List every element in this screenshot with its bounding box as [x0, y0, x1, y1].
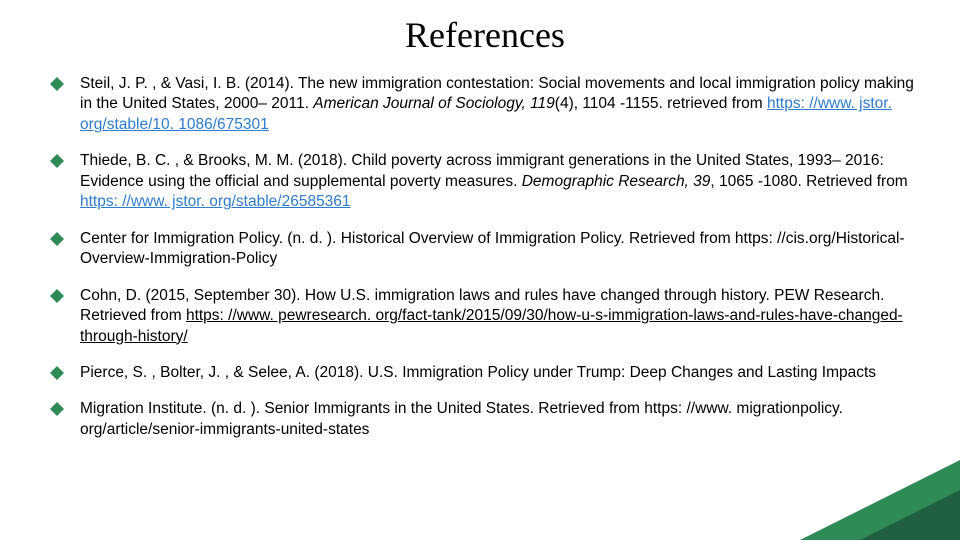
slide-container: References Steil, J. P. , & Vasi, I. B. … — [0, 0, 960, 540]
reference-item: Cohn, D. (2015, September 30). How U.S. … — [50, 286, 920, 347]
diamond-bullet-icon — [50, 366, 66, 382]
reference-item: Steil, J. P. , & Vasi, I. B. (2014). The… — [50, 74, 920, 135]
reference-text: Migration Institute. (n. d. ). Senior Im… — [80, 399, 920, 440]
diamond-bullet-icon — [50, 77, 66, 93]
diamond-bullet-icon — [50, 289, 66, 305]
diamond-bullet-icon — [50, 154, 66, 170]
ref-link[interactable]: https: //www. pewresearch. org/fact-tank… — [80, 307, 903, 344]
ref-pre: Center for Immigration Policy. (n. d. ).… — [80, 230, 905, 267]
diamond-bullet-icon — [50, 402, 66, 418]
reference-text: Steil, J. P. , & Vasi, I. B. (2014). The… — [80, 74, 920, 135]
ref-italic: American Journal of Sociology, 119 — [313, 95, 555, 112]
reference-item: Thiede, B. C. , & Brooks, M. M. (2018). … — [50, 151, 920, 212]
references-list: Steil, J. P. , & Vasi, I. B. (2014). The… — [50, 74, 920, 440]
reference-text: Center for Immigration Policy. (n. d. ).… — [80, 229, 920, 270]
reference-text: Cohn, D. (2015, September 30). How U.S. … — [80, 286, 920, 347]
ref-post: , 1065 -1080. Retrieved from — [710, 173, 907, 190]
corner-accent-triangle-inner — [860, 490, 960, 540]
reference-item: Center for Immigration Policy. (n. d. ).… — [50, 229, 920, 270]
ref-post: (4), 1104 -1155. retrieved from — [555, 95, 767, 112]
reference-item: Migration Institute. (n. d. ). Senior Im… — [50, 399, 920, 440]
ref-link[interactable]: https: //www. jstor. org/stable/26585361 — [80, 193, 351, 210]
reference-text: Pierce, S. , Bolter, J. , & Selee, A. (2… — [80, 363, 920, 383]
diamond-bullet-icon — [50, 232, 66, 248]
reference-text: Thiede, B. C. , & Brooks, M. M. (2018). … — [80, 151, 920, 212]
reference-item: Pierce, S. , Bolter, J. , & Selee, A. (2… — [50, 363, 920, 383]
ref-italic: Demographic Research, 39 — [522, 173, 711, 190]
slide-title: References — [50, 14, 920, 56]
ref-pre: Migration Institute. (n. d. ). Senior Im… — [80, 400, 843, 437]
ref-pre: Pierce, S. , Bolter, J. , & Selee, A. (2… — [80, 364, 876, 381]
